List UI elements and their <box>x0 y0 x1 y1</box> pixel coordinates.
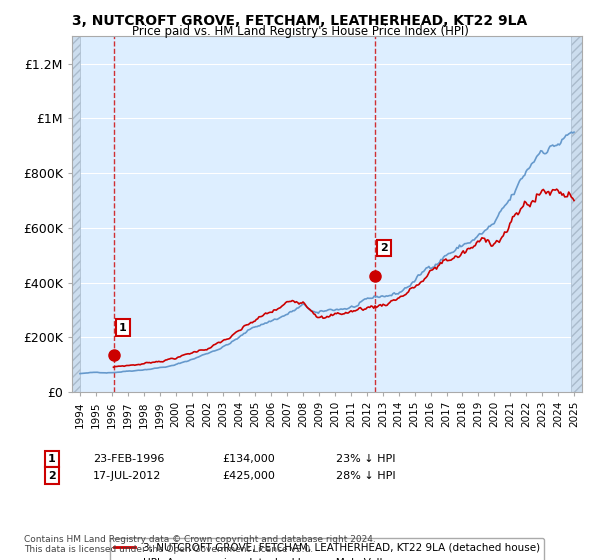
Bar <box>72 36 80 392</box>
Text: Price paid vs. HM Land Registry's House Price Index (HPI): Price paid vs. HM Land Registry's House … <box>131 25 469 38</box>
Text: 28% ↓ HPI: 28% ↓ HPI <box>336 471 395 481</box>
Legend: 3, NUTCROFT GROVE, FETCHAM, LEATHERHEAD, KT22 9LA (detached house), HPI: Average: 3, NUTCROFT GROVE, FETCHAM, LEATHERHEAD,… <box>110 538 544 560</box>
Text: £425,000: £425,000 <box>222 471 275 481</box>
Text: Contains HM Land Registry data © Crown copyright and database right 2024.
This d: Contains HM Land Registry data © Crown c… <box>24 535 376 554</box>
Text: £134,000: £134,000 <box>222 454 275 464</box>
Text: 23% ↓ HPI: 23% ↓ HPI <box>336 454 395 464</box>
Text: 1: 1 <box>48 454 56 464</box>
Text: 2: 2 <box>48 471 56 481</box>
Bar <box>571 36 582 392</box>
Text: 17-JUL-2012: 17-JUL-2012 <box>93 471 161 481</box>
Text: 23-FEB-1996: 23-FEB-1996 <box>93 454 164 464</box>
Text: 1: 1 <box>119 323 127 333</box>
Text: 3, NUTCROFT GROVE, FETCHAM, LEATHERHEAD, KT22 9LA: 3, NUTCROFT GROVE, FETCHAM, LEATHERHEAD,… <box>73 14 527 28</box>
Text: 2: 2 <box>380 243 388 253</box>
